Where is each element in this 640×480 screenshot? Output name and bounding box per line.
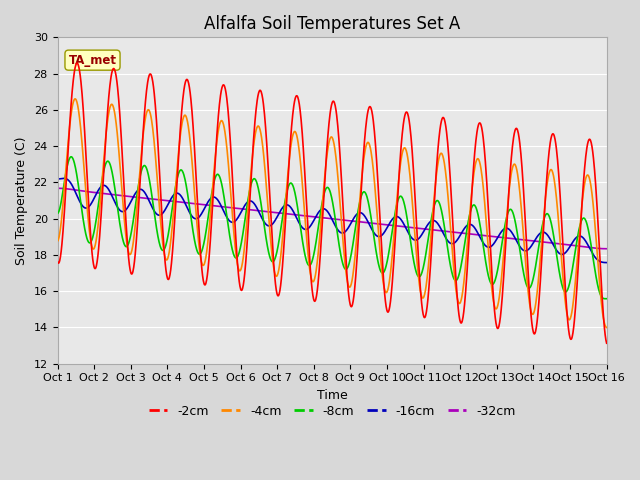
X-axis label: Time: Time — [317, 389, 348, 402]
Text: TA_met: TA_met — [68, 54, 116, 67]
Y-axis label: Soil Temperature (C): Soil Temperature (C) — [15, 136, 28, 265]
Title: Alfalfa Soil Temperatures Set A: Alfalfa Soil Temperatures Set A — [204, 15, 460, 33]
Legend: -2cm, -4cm, -8cm, -16cm, -32cm: -2cm, -4cm, -8cm, -16cm, -32cm — [143, 400, 520, 423]
